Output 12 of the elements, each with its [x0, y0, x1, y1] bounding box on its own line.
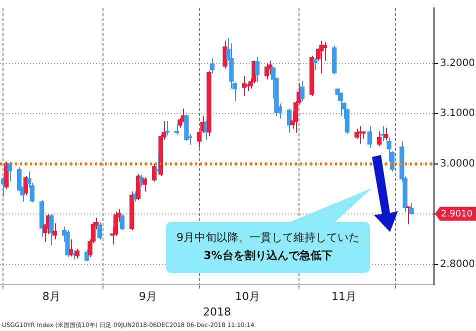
text: 2.9010: [441, 210, 473, 220]
annotation: 3%台を割り込んで急低下: [202, 248, 334, 264]
y-tick-label: 3.1000: [440, 108, 475, 120]
x-tick-label: 9月: [138, 290, 157, 304]
y-tick-label: 3.0000: [440, 158, 475, 170]
annotation: 9月中旬以降、一貫して維持していた: [176, 230, 360, 246]
x-tick-label: 10月: [235, 290, 260, 304]
x-axis-title: 2018: [203, 305, 231, 318]
y-tick-label: 3.2000: [440, 58, 475, 69]
y-tick-label: 2.8000: [440, 259, 475, 270]
x-tick-label: 8月: [42, 290, 60, 304]
x-tick-label: 11月: [331, 290, 356, 304]
